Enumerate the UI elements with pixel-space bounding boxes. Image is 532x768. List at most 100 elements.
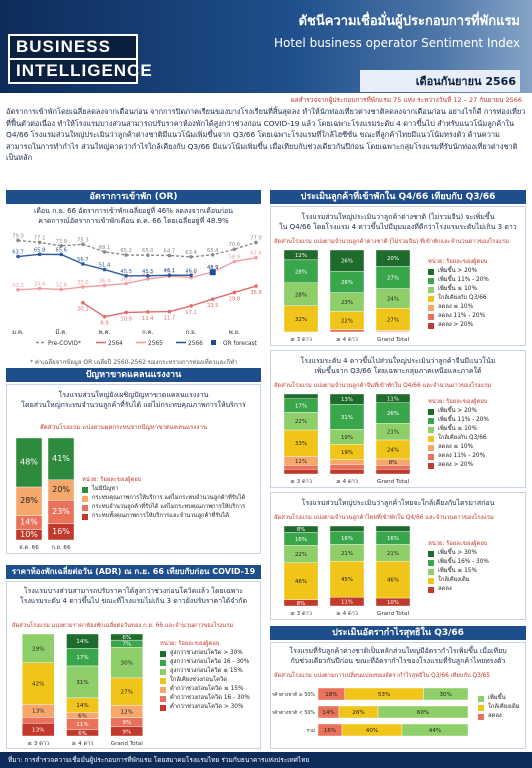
profit-data-label: 44% <box>429 728 441 734</box>
thai-data-label: 46% <box>295 579 307 585</box>
adr-legend-swatch <box>160 650 166 657</box>
chinese-data-label: 11% <box>387 396 399 402</box>
labor-bar-segment <box>47 437 75 481</box>
chinese-legend-label: เพิ่มขึ้น 11% - 20% <box>438 417 489 423</box>
or-data-label: 35.0 <box>77 280 89 286</box>
foreign-bar-segment <box>329 249 365 272</box>
adr-legend-item: ต่ำกว่าช่วงก่อนโควิด ≤ 15% <box>160 685 260 694</box>
chinese-legend-item: เพิ่มขึ้น ≤ 10% <box>428 425 526 434</box>
labor-legend-swatch <box>82 504 88 511</box>
thai-text-1: โรงแรมส่วนใหญ่ประเมินว่าลูกค้าไทยจะใกล้เ… <box>301 499 495 507</box>
adr-data-label: 9% <box>122 729 131 735</box>
profit-data-label: 26% <box>352 710 364 716</box>
profit-horizontal-bar-chart: ลูกค้าต่างชาติ ≥ 50% 18% 53% 30% ลูกค้าต่างช… <box>272 687 469 737</box>
profit-data-label: 18% <box>325 692 337 698</box>
foreign-legend-swatch <box>428 277 434 284</box>
or-data-label: 65.8 <box>34 247 46 253</box>
chinese-legend-label: ลดลง > 20% <box>438 462 474 468</box>
or-data-label: 65.0 <box>142 248 154 254</box>
occupancy-footnote: * ค่าเฉลี่ยจากข้อมูล OR เฉลี่ยปี 2560-25… <box>30 359 238 366</box>
chinese-legend-swatch <box>428 417 434 424</box>
or-legend-marker <box>211 340 216 345</box>
chinese-legend-swatch <box>428 435 434 442</box>
profit-bar-segment <box>377 705 469 719</box>
labor-legend-item: กระทบคุณภาพการให้บริการ แต่ไม่กระทบจำนวน… <box>82 494 260 503</box>
or-data-label: 62.6 <box>250 251 262 257</box>
labor-heading: ปัญหาขาดแคลนแรงงาน <box>6 368 261 382</box>
adr-legend-item: ใกล้เคียงช่วงก่อนโควิด <box>160 676 260 685</box>
labor-bar-segment <box>15 437 43 488</box>
labor-legend-swatch <box>82 486 88 493</box>
thai-legend-swatch <box>428 577 434 584</box>
chinese-legend-title: หน่วย: ร้อยละของผู้ตอบ <box>428 399 488 405</box>
thai-x-tick: Grand Total <box>377 611 409 617</box>
or-data-point <box>81 285 85 289</box>
chinese-stacked-bar-chart: 11% 33% 22% 17% ≤ 3 ดาว 19% 19% 31% 13% ≥ 4 ดาว 8%… <box>283 393 411 485</box>
adr-legend-item: สูงกว่าช่วงก่อนโควิด ≤ 15% <box>160 667 260 676</box>
adr-caption: สัดส่วนโรงแรม แบ่งตามราคาห้องพักเฉลี่ยต่… <box>12 623 234 629</box>
or-data-label: 64.7 <box>164 248 176 254</box>
foreign-data-label: 24% <box>387 296 399 302</box>
labor-legend-title: หน่วย: ร้อยละของผู้ตอบ <box>82 477 142 483</box>
thai-data-label: 22% <box>295 552 307 558</box>
foreign-legend-label: เพิ่มขึ้น ≤ 10% <box>438 286 477 292</box>
foreign-stacked-bar-chart: 32% 28% 28% 12% ≤ 3 ดาว 22% 23% 26% 26% ≥ 4 ดาว 27… <box>283 249 411 343</box>
thai-data-label: 16% <box>341 536 353 542</box>
or-legend-label: 2564 <box>108 341 123 347</box>
foreign-bar-segment <box>283 249 319 261</box>
adr-legend-swatch <box>160 668 166 675</box>
thai-data-label: 8% <box>297 601 306 607</box>
chinese-data-label: 11% <box>295 459 307 465</box>
labor-text-2: โดยส่วนใหญ่กระทบจำนวนลูกค้าที่รับได้ แต่… <box>21 401 246 409</box>
or-data-label: 65.6 <box>55 248 67 254</box>
or-data-point <box>254 240 258 245</box>
adr-data-label: 13% <box>32 709 44 715</box>
or-data-point <box>210 297 215 301</box>
labor-legend-label: กระทบทั้งคุณภาพการให้บริการและจำนวนลูกค้… <box>92 513 229 519</box>
survey-source: ผลสำรวจจากผู้ประกอบการที่พักแรม 75 แห่ง … <box>290 96 522 104</box>
or-data-point <box>81 262 85 266</box>
thai-legend-label: ใกล้เคียงเดิม <box>438 577 470 583</box>
thai-legend-swatch <box>428 550 434 557</box>
chinese-x-tick: ≤ 3 ดาว <box>290 479 312 485</box>
thai-legend-title: หน่วย: ร้อยละของผู้ตอบ <box>428 541 488 547</box>
labor-data-label: 20% <box>52 485 70 494</box>
or-data-point <box>124 281 128 286</box>
foreign-legend-label: เพิ่มขึ้น 11% - 20% <box>438 277 489 283</box>
chinese-bar-segment <box>283 393 319 400</box>
foreign-legend-swatch <box>428 268 434 275</box>
chinese-legend-label: ใกล้เคียงกับ Q3/66 <box>438 435 487 441</box>
foreign-data-label: 32% <box>295 317 307 323</box>
chinese-data-label: 22% <box>295 419 307 425</box>
or-data-label: 49.1 <box>207 265 219 271</box>
or-data-label: 32.6 <box>55 282 67 288</box>
or-data-point <box>232 259 237 264</box>
or-data-label: 10.9 <box>120 316 132 322</box>
or-data-point <box>37 240 42 245</box>
foreign-data-label: 22% <box>341 319 353 325</box>
profit-caption: สัดส่วนโรงแรม แบ่งตามการเปลี่ยนแปลงของอั… <box>274 673 491 679</box>
chinese-data-label: 21% <box>387 430 399 436</box>
thai-bar-segment <box>329 561 365 598</box>
adr-bar-segment <box>22 716 55 724</box>
or-data-label: 33.4 <box>34 282 46 288</box>
or-legend-label: 2565 <box>148 341 163 347</box>
labor-caption: สัดส่วนโรงแรม แบ่งตามผลกระทบจากปัญหาขาดแ… <box>40 424 208 431</box>
or-data-point <box>146 310 150 314</box>
foreign-legend-swatch <box>428 286 434 293</box>
chinese-legend-swatch <box>428 426 434 433</box>
profit-data-label: 60% <box>417 710 429 716</box>
adr-legend-label: ต่ำกว่าช่วงก่อนโควิด ≤ 15% <box>170 686 244 692</box>
chinese-bar-segment <box>283 464 319 470</box>
foreign-data-label: 26% <box>341 259 353 265</box>
labor-x-tick: ส.ค. 66 <box>19 544 39 551</box>
or-data-label: 68.1 <box>99 245 111 251</box>
chinese-legend-label: ลดลง 11% - 20% <box>438 453 486 459</box>
chinese-legend-item: ลดลง ≤ 10% <box>428 443 526 452</box>
chinese-bar-segment <box>375 469 411 475</box>
thai-legend-swatch <box>428 586 434 593</box>
or-legend-label: 2566 <box>188 341 203 347</box>
foreign-legend-item: เพิ่มขึ้น > 20% <box>428 267 526 276</box>
adr-data-label: 6% <box>122 635 131 641</box>
or-data-label: 77.1 <box>34 235 46 241</box>
